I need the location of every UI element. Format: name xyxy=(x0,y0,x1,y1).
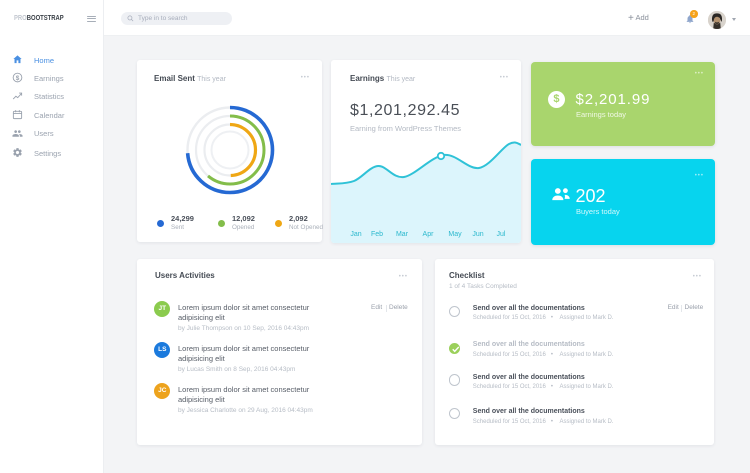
svg-text:Jan: Jan xyxy=(350,231,361,238)
svg-text:Jun: Jun xyxy=(472,231,483,238)
svg-text:Feb: Feb xyxy=(371,231,383,238)
svg-text:Mar: Mar xyxy=(396,231,409,238)
svg-text:$: $ xyxy=(16,75,20,82)
svg-text:Apr: Apr xyxy=(423,231,435,238)
svg-text:May: May xyxy=(448,231,462,238)
svg-text:Jul: Jul xyxy=(497,231,506,238)
